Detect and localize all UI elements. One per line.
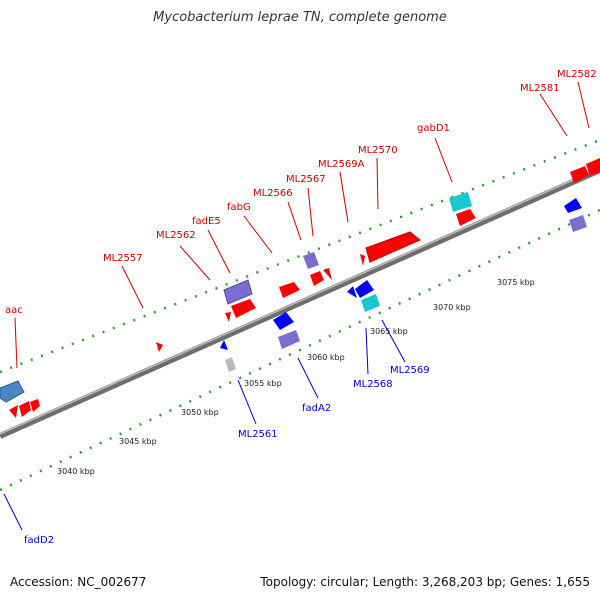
gene-label-ml2570[interactable]: ML2570 xyxy=(358,145,398,156)
lower-tick-track xyxy=(0,208,600,492)
gene-label-fadd2[interactable]: fadD2 xyxy=(24,535,54,546)
scale-label: 3075 kbp xyxy=(497,278,535,287)
gene-label-ml2581[interactable]: ML2581 xyxy=(520,83,560,94)
gene-arrow[interactable] xyxy=(279,282,300,298)
gene-arrow[interactable] xyxy=(310,271,324,286)
gene-label-ml2557[interactable]: ML2557 xyxy=(103,253,143,264)
gene-arrow[interactable] xyxy=(220,340,228,350)
gene-arrow[interactable] xyxy=(19,401,31,417)
gene-label-ml2566[interactable]: ML2566 xyxy=(253,188,293,199)
gene-arrow[interactable] xyxy=(570,166,589,183)
gene-box[interactable] xyxy=(361,294,380,312)
gene-label-ml2569[interactable]: ML2569 xyxy=(390,365,430,376)
scale-label: 3060 kbp xyxy=(307,353,345,362)
gene-label-ml2567[interactable]: ML2567 xyxy=(286,174,326,185)
gene-label-fada2[interactable]: fadA2 xyxy=(302,403,331,414)
gene-arrow[interactable] xyxy=(231,299,256,318)
accession-text: Accession: NC_002677 xyxy=(10,575,147,589)
gene-arrow[interactable] xyxy=(225,312,231,322)
gene-arrow[interactable] xyxy=(323,268,332,280)
gene-arrow[interactable] xyxy=(360,254,365,266)
gene-label-ml2582[interactable]: ML2582 xyxy=(557,69,597,80)
forward-leaders xyxy=(14,81,590,369)
gene-box[interactable] xyxy=(223,279,253,305)
scale-label: 3050 kbp xyxy=(181,408,219,417)
scale-label: 3070 kbp xyxy=(433,303,471,312)
gene-label-ml2561[interactable]: ML2561 xyxy=(238,429,278,440)
genome-backbone-highlight xyxy=(0,167,600,435)
scale-label: 3040 kbp xyxy=(57,467,95,476)
gene-box[interactable] xyxy=(225,357,236,372)
gene-arrow[interactable] xyxy=(9,405,18,418)
genome-backbone xyxy=(0,167,600,439)
gene-label-ml2569a[interactable]: ML2569A xyxy=(318,159,365,170)
gene-arrow[interactable] xyxy=(347,286,357,298)
scale-label: 3045 kbp xyxy=(119,437,157,446)
genome-summary-text: Topology: circular; Length: 3,268,203 bp… xyxy=(260,575,590,589)
gene-arrow[interactable] xyxy=(355,280,374,298)
gene-label-aac[interactable]: aac xyxy=(5,305,23,316)
gene-label-fabg[interactable]: fabG xyxy=(227,202,251,213)
gene-arrow[interactable] xyxy=(156,342,163,352)
gene-arrow[interactable] xyxy=(365,231,421,263)
gene-arrow[interactable] xyxy=(564,198,582,213)
reverse-genes xyxy=(220,198,587,372)
gene-box[interactable] xyxy=(449,192,472,212)
gene-box[interactable] xyxy=(278,330,300,349)
gene-box[interactable] xyxy=(569,215,587,232)
scale-label: 3055 kbp xyxy=(244,379,282,388)
gene-label-ml2562[interactable]: ML2562 xyxy=(156,230,196,241)
gene-arrow[interactable] xyxy=(586,158,600,176)
gene-arrow[interactable] xyxy=(273,312,294,330)
forward-genes xyxy=(0,158,600,418)
gene-arrow[interactable] xyxy=(30,399,40,412)
reverse-leaders xyxy=(3,319,406,531)
gene-label-ml2568[interactable]: ML2568 xyxy=(353,379,393,390)
gene-box[interactable] xyxy=(303,252,319,269)
gene-label-fade5[interactable]: fadE5 xyxy=(192,216,221,227)
gene-arrow[interactable] xyxy=(456,209,476,226)
gene-aac[interactable] xyxy=(0,380,25,403)
page-title: Mycobacterium leprae TN, complete genome xyxy=(153,10,447,25)
gene-label-gabd1[interactable]: gabD1 xyxy=(417,123,450,134)
